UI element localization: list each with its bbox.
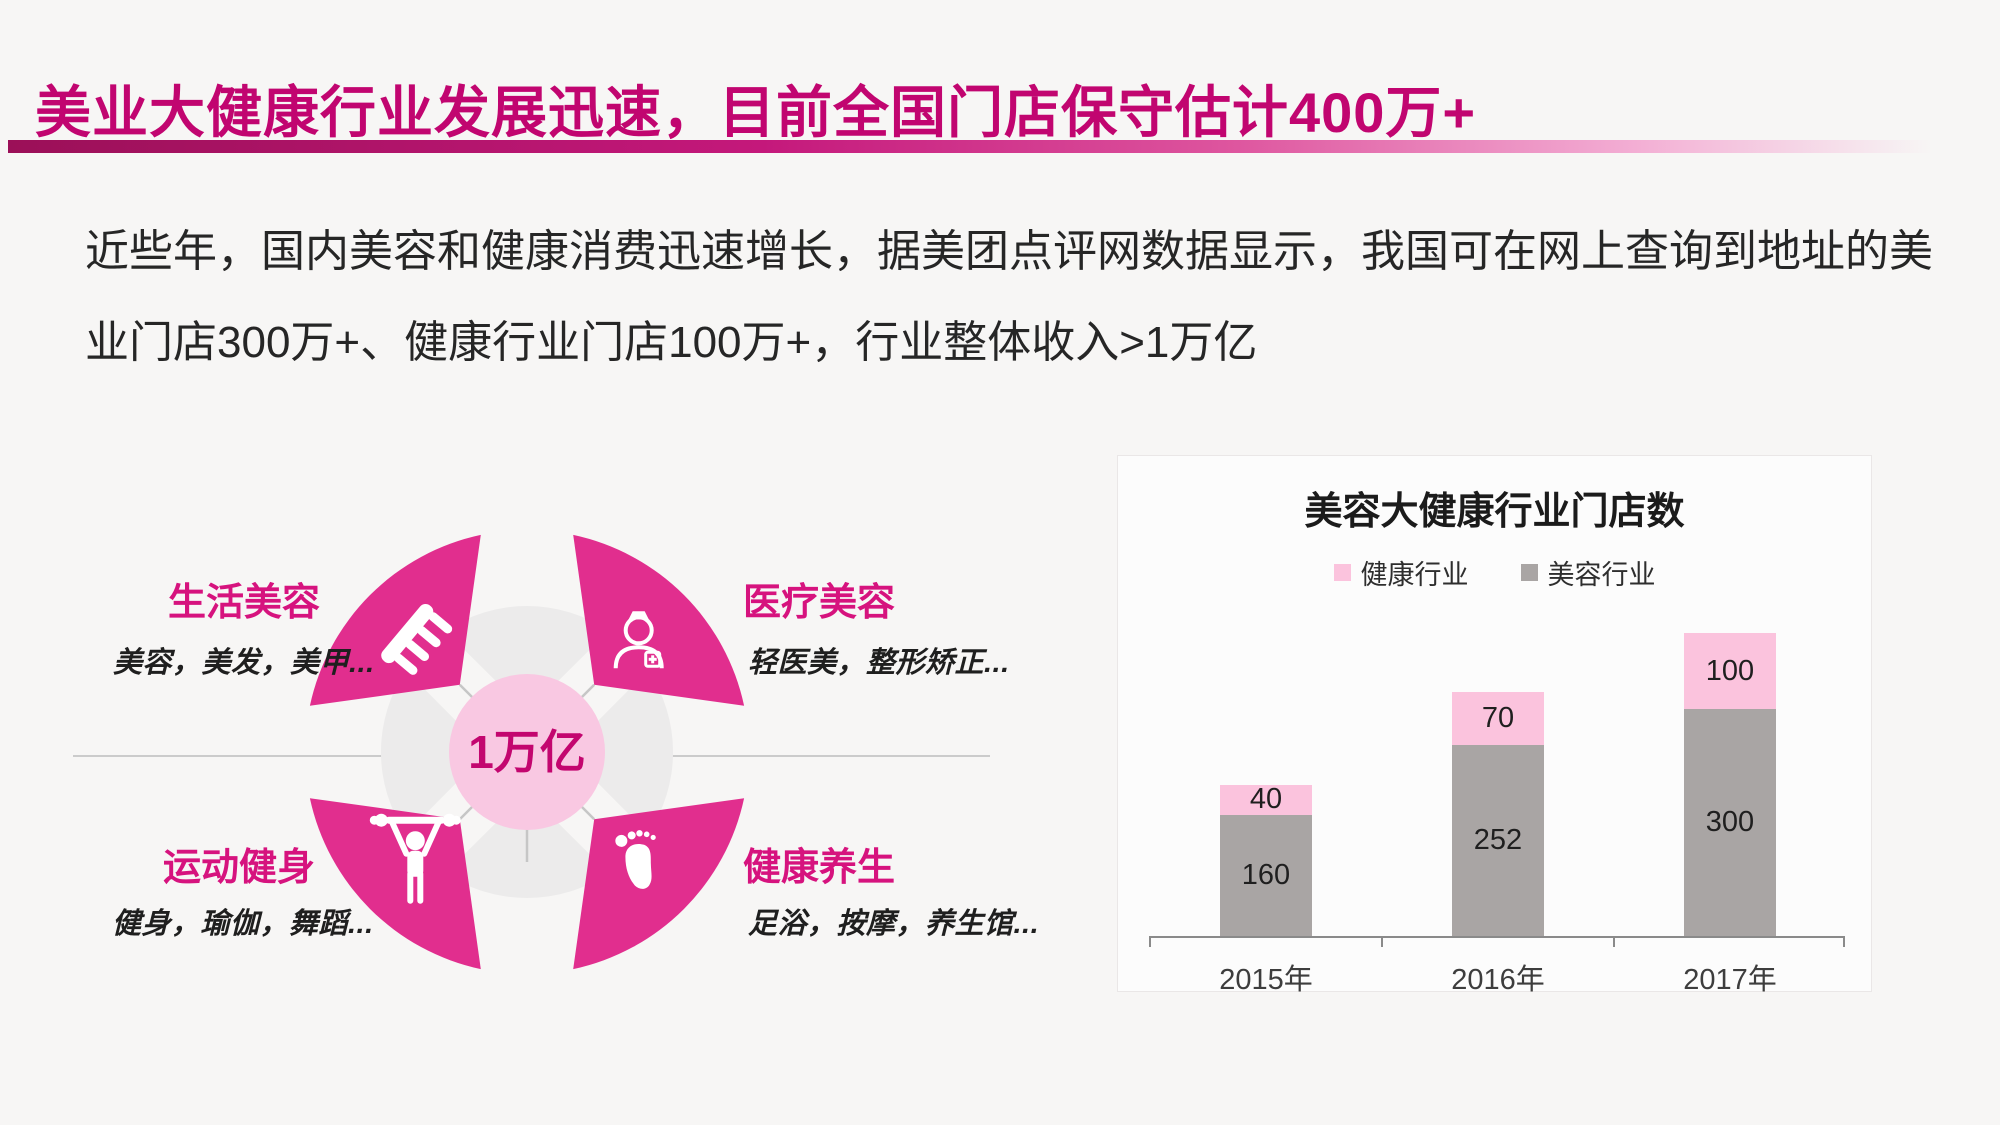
x-axis-line [1149,936,1845,938]
bar-segment-beauty: 160 [1220,814,1312,936]
legend-label-health: 健康行业 [1360,560,1469,590]
bar-segment-beauty: 300 [1684,708,1776,936]
petal-desc-wellness: 足浴，按摩，养生馆... [748,908,1040,940]
foot-icon [615,830,656,889]
petal-desc-life-beauty: 美容，美发，美甲... [113,647,375,679]
intro-paragraph-line1: 近些年，国内美容和健康消费迅速增长，据美团点评网数据显示，我国可在网上查询到地址… [85,227,1933,276]
page-title: 美业大健康行业发展迅速，目前全国门店保守估计400万+ [35,80,1477,144]
center-label: 1万亿 [468,726,586,778]
petal-title-life-beauty: 生活美容 [168,582,321,624]
petal-desc-medical-beauty: 轻医美，整形矫正... [748,647,1010,679]
petal-wellness [573,798,745,970]
chart-title: 美容大健康行业门店数 [1304,491,1685,533]
bar-segment-health: 70 [1452,692,1544,746]
category-label: 2017年 [1683,964,1777,996]
legend-swatch-health [1333,564,1351,581]
bar-segment-health: 100 [1684,633,1776,709]
petal-title-wellness: 健康养生 [743,847,896,889]
weightlifter-icon [369,813,461,904]
petal-fitness [309,798,481,970]
center-circle [449,674,605,830]
petal-life-beauty [309,534,481,706]
bar-segment-beauty: 252 [1452,745,1544,936]
petal-desc-fitness: 健身，瑜伽，舞蹈... [112,908,374,940]
axis-tick [1149,936,1151,947]
intro-paragraph: 近些年，国内美容和健康消费迅速增长，据美团点评网数据显示，我国可在网上查询到地址… [85,206,1945,388]
axis-tick [1843,936,1845,947]
petal-medical-beauty [573,534,745,706]
market-flower-diagram: 1万亿 [309,534,745,970]
plot-area: 160 40 2015年 252 70 2016年 300 100 2017年 [1118,456,1871,996]
axis-tick [1613,936,1615,947]
chart-legend: 健康行业 美容行业 [1118,553,1871,592]
category-label: 2016年 [1451,964,1545,996]
comb-icon [381,604,453,675]
legend-swatch-beauty [1520,564,1538,581]
doctor-icon [613,611,664,669]
category-label: 2015年 [1219,964,1313,996]
petal-title-fitness: 运动健身 [163,847,316,889]
legend-label-beauty: 美容行业 [1547,560,1656,590]
axis-tick [1381,936,1383,947]
bar-segment-health: 40 [1220,785,1312,815]
intro-paragraph-line2: 业门店300万+、健康行业门店100万+，行业整体收入>1万亿 [85,318,1258,367]
title-underline-gradient [8,140,1992,153]
petal-title-medical-beauty: 医疗美容 [743,582,896,624]
chart-panel: 美容大健康行业门店数 健康行业 美容行业 160 40 2015年 252 70 2016… [1117,455,1872,996]
legend-item-beauty: 美容行业 [1520,553,1656,592]
legend-item-health: 健康行业 [1333,553,1469,592]
